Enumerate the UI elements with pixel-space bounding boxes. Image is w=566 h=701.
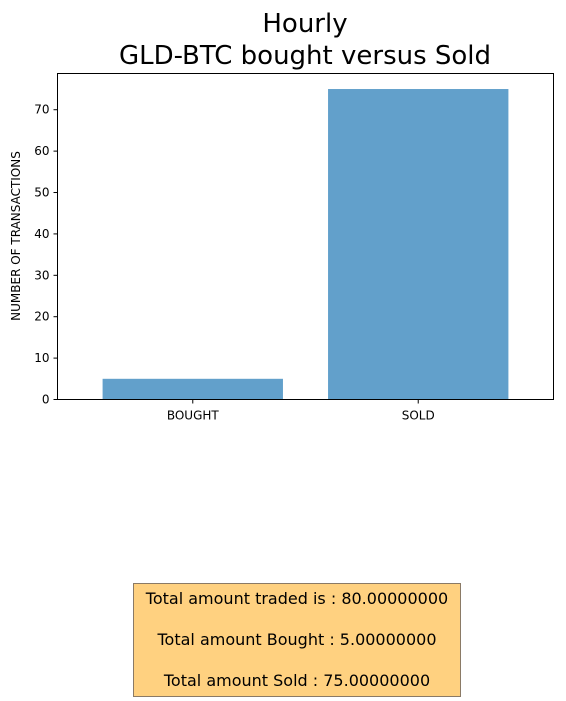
total-traded-text: Total amount traded is : 80.00000000 bbox=[145, 589, 449, 608]
bar-sold bbox=[328, 89, 509, 400]
x-tick-label-bought: BOUGHT bbox=[167, 409, 220, 423]
y-tick-label: 0 bbox=[42, 393, 50, 407]
x-tick-label-sold: SOLD bbox=[402, 409, 435, 423]
total-bought-text: Total amount Bought : 5.00000000 bbox=[157, 630, 437, 649]
summary-box: Total amount traded is : 80.00000000 Tot… bbox=[133, 583, 461, 697]
y-tick-label: 20 bbox=[34, 310, 49, 324]
total-sold-text: Total amount Sold : 75.00000000 bbox=[163, 671, 431, 690]
y-tick-label: 70 bbox=[34, 103, 49, 117]
y-tick-label: 30 bbox=[34, 268, 49, 282]
y-tick-label: 10 bbox=[34, 351, 49, 365]
plot-frame bbox=[57, 73, 554, 400]
y-tick-label: 60 bbox=[34, 144, 49, 158]
y-tick-label: 50 bbox=[34, 186, 49, 200]
bar-chart: Hourly GLD-BTC bought versus Sold 0 10 20 3… bbox=[9, 9, 554, 423]
y-tick-label: 40 bbox=[34, 227, 49, 241]
bar-bought bbox=[102, 378, 283, 400]
chart-title-line-1: Hourly bbox=[262, 9, 347, 39]
y-axis-label: NUMBER OF TRANSACTIONS bbox=[9, 151, 23, 321]
chart-title-line-2: GLD-BTC bought versus Sold bbox=[119, 41, 491, 71]
